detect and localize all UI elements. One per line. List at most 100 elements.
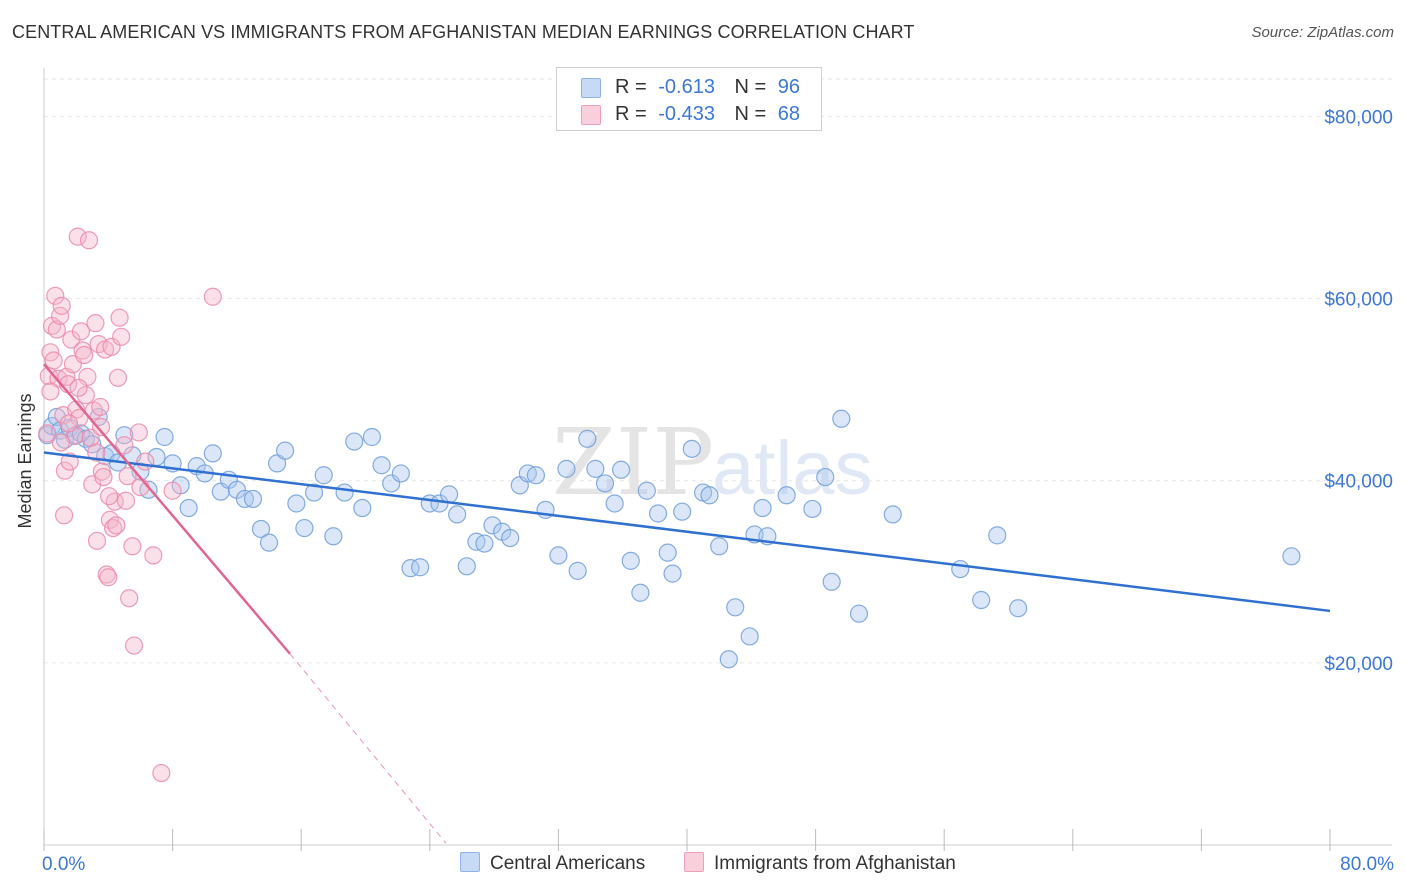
central-americans-point (621, 551, 640, 570)
afghanistan-point (203, 287, 222, 306)
afghanistan-point (79, 231, 99, 250)
central-americans-point (753, 498, 772, 518)
afghanistan-point (144, 546, 163, 565)
central-americans-point (726, 598, 745, 617)
central-americans-point (243, 489, 263, 509)
central-americans-point (372, 456, 391, 475)
gridlines (44, 78, 1392, 664)
afghanistan-point (108, 368, 128, 387)
central-americans-point (700, 486, 719, 505)
central-americans-point (475, 534, 494, 553)
central-americans-point (988, 526, 1007, 545)
central-americans-point (353, 498, 372, 518)
afghanistan-point (87, 443, 106, 462)
central-americans-point (251, 519, 271, 539)
central-americans-point (803, 499, 822, 519)
central-americans-point (155, 427, 174, 447)
afghanistan-point (102, 337, 121, 356)
central-americans-point (883, 505, 902, 524)
central-americans-point (345, 432, 364, 451)
afghanistan-point (129, 423, 148, 442)
central-americans-point (483, 516, 502, 535)
central-americans-point (595, 474, 615, 493)
central-americans-point (259, 533, 279, 552)
legend-label-central-americans: Central Americans (490, 853, 646, 874)
x-ticks (43, 829, 1331, 851)
central-americans-point (526, 466, 545, 485)
watermark-zip: ZIP (552, 409, 714, 516)
central-americans-point (324, 527, 343, 546)
central-americans-point (740, 627, 759, 646)
afghanistan-point (54, 506, 74, 525)
afghanistan-point (110, 308, 129, 327)
central-americans-trend-line (43, 451, 1331, 613)
central-americans-point (605, 494, 624, 513)
afghanistan-point (94, 467, 113, 487)
axes (43, 68, 1392, 846)
r-value: -0.433 (658, 103, 715, 125)
afghanistan-trend-line (43, 363, 291, 655)
central-americans-point (951, 559, 970, 579)
central-americans-point (115, 426, 134, 445)
central-americans-point (611, 460, 631, 479)
afghanistan-point (136, 452, 155, 471)
afghanistan-point (123, 537, 142, 556)
afghanistan-point (44, 351, 63, 370)
afghanistan-point (152, 763, 171, 783)
central-americans-point (972, 590, 991, 610)
afghanistan-points (38, 227, 222, 783)
afghanistan-point (99, 568, 118, 587)
central-americans-point (382, 474, 401, 493)
central-americans-point (637, 481, 656, 500)
legend-item-central-americans: Central Americans (460, 852, 645, 875)
y-tick-label: $20,000 (1324, 654, 1393, 675)
central-americans-point (501, 528, 520, 548)
source-label: Source: ZipAtlas.com (1251, 24, 1394, 41)
central-americans-points (38, 407, 1301, 669)
central-americans-point (631, 583, 650, 602)
central-americans-point (295, 518, 314, 538)
central-americans-point (179, 498, 198, 518)
afghanistan-point (71, 322, 91, 341)
afghanistan-point (118, 467, 137, 486)
afghanistan-point (76, 386, 95, 405)
r-value: -0.613 (658, 76, 715, 98)
afghanistan-point (52, 296, 71, 315)
afghanistan-point (38, 424, 57, 443)
x-tick-label-end: 80.0% (1340, 854, 1394, 875)
central-americans-point (549, 546, 568, 565)
stats-legend: R = -0.613 N = 96 R = -0.433 N = 68 (556, 67, 822, 131)
n-label: N = (734, 103, 767, 125)
afghanistan-point (163, 481, 182, 500)
afghanistan-point (83, 475, 102, 494)
trend-lines (43, 363, 1331, 844)
central-americans-point (287, 494, 306, 513)
afghanistan-point (47, 320, 66, 339)
afghanistan-point (104, 518, 123, 538)
y-axis-label: Median Earnings (15, 393, 35, 528)
n-label: N = (734, 76, 767, 98)
central-americans-point (1009, 599, 1028, 618)
afghanistan-point (46, 286, 65, 305)
central-americans-point (849, 604, 869, 623)
n-value: 68 (777, 103, 801, 125)
x-tick-labels: 0.0% 80.0% (42, 854, 1394, 875)
central-americans-point (822, 572, 841, 591)
afghanistan-point (55, 461, 74, 480)
central-americans-point (203, 444, 222, 463)
afghanistan-point (112, 327, 131, 346)
watermark-atlas: atlas (712, 426, 873, 511)
legend-swatch-central-americans (460, 852, 480, 872)
central-americans-point (314, 466, 333, 485)
central-americans-point (1282, 547, 1301, 566)
legend-label-afghanistan: Immigrants from Afghanistan (714, 853, 956, 874)
central-americans-point (673, 502, 692, 521)
central-americans-point (832, 409, 851, 428)
afghanistan-point (120, 589, 139, 608)
central-americans-point (586, 459, 605, 478)
afghanistan-point (69, 378, 88, 397)
central-americans-point (448, 505, 467, 524)
x-tick-label-start: 0.0% (42, 854, 85, 875)
swatch-central-americans (581, 78, 601, 98)
